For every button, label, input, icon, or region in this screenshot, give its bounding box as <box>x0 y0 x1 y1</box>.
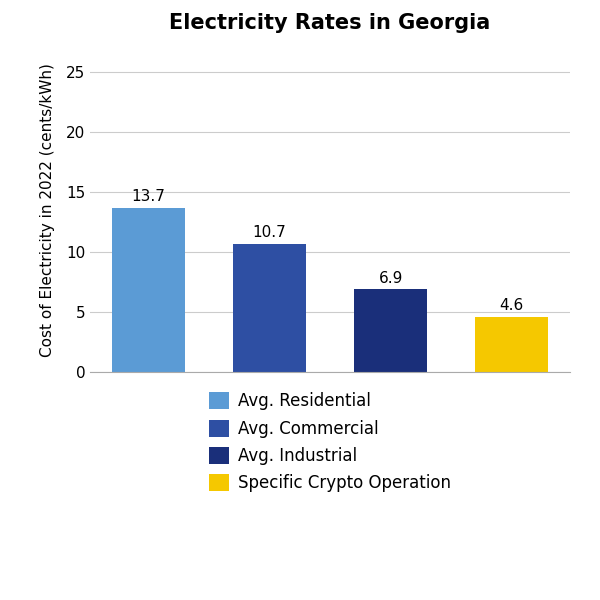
Bar <box>475 317 548 372</box>
Text: 10.7: 10.7 <box>253 225 286 240</box>
Title: Electricity Rates in Georgia: Electricity Rates in Georgia <box>169 13 491 32</box>
Legend: Avg. Residential, Avg. Commercial, Avg. Industrial, Specific Crypto Operation: Avg. Residential, Avg. Commercial, Avg. … <box>209 392 452 493</box>
Text: 13.7: 13.7 <box>131 189 165 204</box>
Text: 4.6: 4.6 <box>500 298 524 313</box>
Bar <box>233 244 306 372</box>
Bar <box>354 289 427 372</box>
Y-axis label: Cost of Electricity in 2022 (cents/kWh): Cost of Electricity in 2022 (cents/kWh) <box>40 63 55 357</box>
Text: 6.9: 6.9 <box>379 271 403 286</box>
Bar <box>112 208 185 372</box>
